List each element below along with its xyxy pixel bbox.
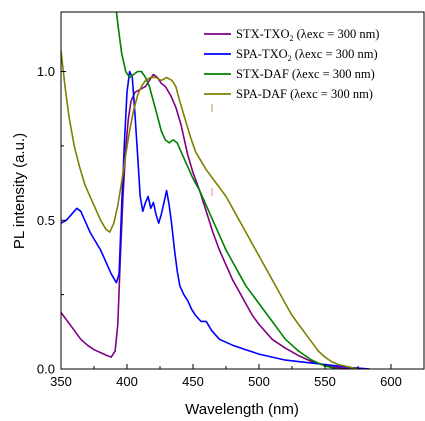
series-line-2 (115, 12, 339, 369)
y-axis-title: PL intensity (a.u.) (11, 133, 28, 249)
x-axis: 350 400 450 500 550 600 (50, 364, 402, 389)
x-tick-label: 600 (380, 374, 402, 389)
y-axis: 0.0 0.5 1.0 (37, 64, 66, 377)
series-layer (61, 12, 370, 369)
legend-label-3: SPA-DAF (λexc = 300 nm) (236, 87, 373, 101)
x-tick-label: 550 (314, 374, 336, 389)
legend: STX-TXO2 (λexc = 300 nm) SPA-TXO2 (λexc =… (204, 27, 379, 101)
legend-label-1: SPA-TXO2 (λexc = 300 nm) (236, 47, 378, 63)
legend-label-0: STX-TXO2 (λexc = 300 nm) (236, 27, 379, 43)
x-tick-label: 450 (182, 374, 204, 389)
series-line-1 (61, 70, 370, 369)
legend-label-2: STX-DAF (λexc = 300 nm) (236, 67, 375, 81)
y-tick-label: 0.5 (37, 213, 55, 228)
y-tick-label: 0.0 (37, 362, 55, 377)
x-tick-label: 350 (50, 374, 72, 389)
y-tick-label: 1.0 (37, 64, 55, 79)
series-line-3 (61, 50, 359, 369)
x-axis-title: Wavelength (nm) (185, 401, 299, 418)
x-tick-label: 500 (248, 374, 270, 389)
plot-frame (60, 11, 425, 370)
series-line-0 (61, 73, 352, 369)
x-tick-label: 400 (116, 374, 138, 389)
